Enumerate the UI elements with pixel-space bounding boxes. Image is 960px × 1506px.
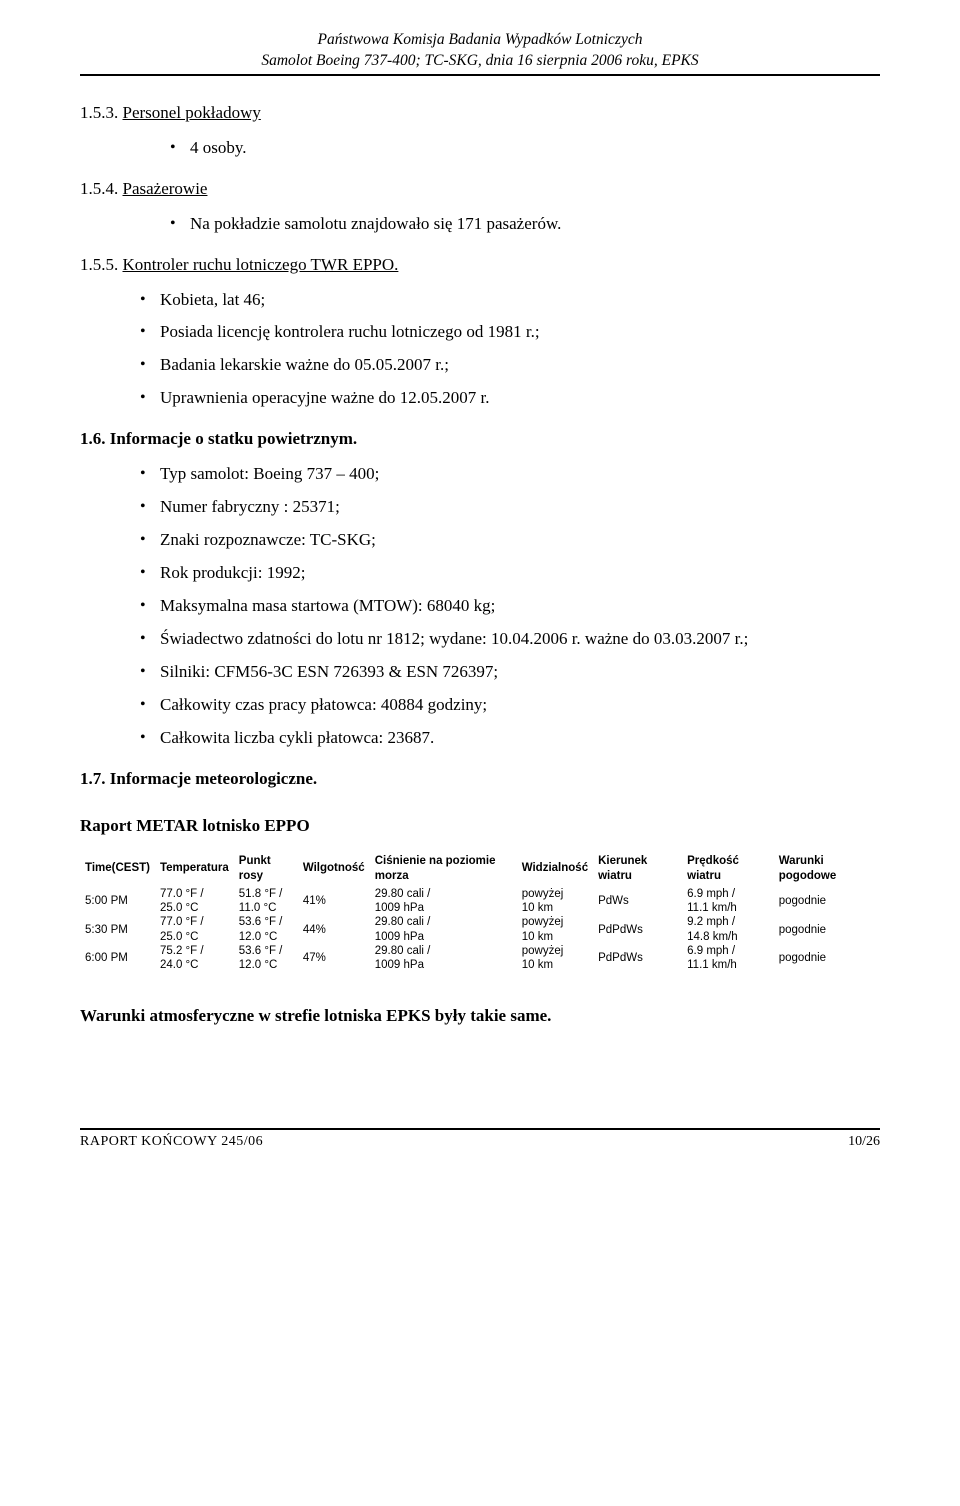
metar-title: Raport METAR lotnisko EPPO (80, 815, 880, 838)
section-153-list: 4 osoby. (170, 137, 880, 160)
table-cell: PdPdWs (593, 915, 682, 944)
header-sub: Samolot Boeing 737-400; TC-SKG, dnia 16 … (80, 51, 880, 72)
page-footer: RAPORT KOŃCOWY 245/06 10/26 (80, 1128, 880, 1152)
table-cell: 29.80 cali /1009 hPa (370, 887, 517, 916)
section-154-title: 1.5.4. Pasażerowie (80, 178, 880, 201)
table-cell: 77.0 °F /25.0 °C (155, 887, 234, 916)
list-item: Rok produkcji: 1992; (140, 562, 880, 585)
col-pres: Ciśnienie na poziomie morza (370, 852, 517, 887)
col-time: Time(CEST) (80, 852, 155, 887)
footer-right: 10/26 (848, 1133, 880, 1152)
table-cell: 5:30 PM (80, 915, 155, 944)
section-155-title: 1.5.5. Kontroler ruchu lotniczego TWR EP… (80, 254, 880, 277)
list-item: Posiada licencję kontrolera ruchu lotnic… (140, 321, 880, 344)
table-cell: 6.9 mph /11.1 km/h (682, 887, 774, 916)
list-item: Silniki: CFM56-3C ESN 726393 & ESN 72639… (140, 661, 880, 684)
section-num: 1.6. (80, 429, 106, 448)
col-dew: Punkt rosy (234, 852, 298, 887)
list-item: Maksymalna masa startowa (MTOW): 68040 k… (140, 595, 880, 618)
list-item: Badania lekarskie ważne do 05.05.2007 r.… (140, 354, 880, 377)
section-num: 1.5.5. (80, 255, 118, 274)
section-154-list: Na pokładzie samolotu znajdowało się 171… (170, 213, 880, 236)
table-row: 5:30 PM77.0 °F /25.0 °C53.6 °F /12.0 °C4… (80, 915, 880, 944)
table-cell: 53.6 °F /12.0 °C (234, 944, 298, 973)
header-org: Państwowa Komisja Badania Wypadków Lotni… (80, 30, 880, 51)
conditions-line: Warunki atmosferyczne w strefie lotniska… (80, 1005, 880, 1028)
col-cond: Warunki pogodowe (774, 852, 880, 887)
list-item: Na pokładzie samolotu znajdowało się 171… (170, 213, 880, 236)
header-rule (80, 74, 880, 76)
section-name: Informacje o statku powietrznym. (110, 429, 357, 448)
section-name: Kontroler ruchu lotniczego TWR EPPO. (123, 255, 399, 274)
list-item: Numer fabryczny : 25371; (140, 496, 880, 519)
table-cell: 9.2 mph /14.8 km/h (682, 915, 774, 944)
table-cell: 41% (298, 887, 370, 916)
section-153-title: 1.5.3. Personel pokładowy (80, 102, 880, 125)
table-cell: pogodnie (774, 887, 880, 916)
table-cell: powyżej10 km (517, 887, 593, 916)
list-item: Świadectwo zdatności do lotu nr 1812; wy… (140, 628, 880, 651)
table-cell: powyżej10 km (517, 915, 593, 944)
list-item: Kobieta, lat 46; (140, 289, 880, 312)
table-cell: 5:00 PM (80, 887, 155, 916)
col-hum: Wilgotność (298, 852, 370, 887)
col-temp: Temperatura (155, 852, 234, 887)
col-spd: Prędkość wiatru (682, 852, 774, 887)
table-cell: 47% (298, 944, 370, 973)
list-item: Całkowita liczba cykli płatowca: 23687. (140, 727, 880, 750)
table-cell: 75.2 °F /24.0 °C (155, 944, 234, 973)
section-16-title: 1.6. Informacje o statku powietrznym. (80, 428, 880, 451)
section-name: Personel pokładowy (123, 103, 261, 122)
table-row: 6:00 PM75.2 °F /24.0 °C53.6 °F /12.0 °C4… (80, 944, 880, 973)
table-cell: pogodnie (774, 944, 880, 973)
section-16-list: Typ samolot: Boeing 737 – 400; Numer fab… (140, 463, 880, 749)
list-item: Całkowity czas pracy płatowca: 40884 god… (140, 694, 880, 717)
table-cell: powyżej10 km (517, 944, 593, 973)
col-vis: Widzialność (517, 852, 593, 887)
list-item: Znaki rozpoznawcze: TC-SKG; (140, 529, 880, 552)
table-header-row: Time(CEST) Temperatura Punkt rosy Wilgot… (80, 852, 880, 887)
list-item: Typ samolot: Boeing 737 – 400; (140, 463, 880, 486)
table-cell: PdPdWs (593, 944, 682, 973)
table-cell: 44% (298, 915, 370, 944)
table-cell: 29.80 cali /1009 hPa (370, 915, 517, 944)
list-item: 4 osoby. (170, 137, 880, 160)
table-row: 5:00 PM77.0 °F /25.0 °C51.8 °F /11.0 °C4… (80, 887, 880, 916)
footer-left: RAPORT KOŃCOWY 245/06 (80, 1133, 263, 1152)
table-cell: 6:00 PM (80, 944, 155, 973)
table-cell: pogodnie (774, 915, 880, 944)
table-cell: 51.8 °F /11.0 °C (234, 887, 298, 916)
table-cell: 6.9 mph /11.1 km/h (682, 944, 774, 973)
section-name: Informacje meteorologiczne. (110, 769, 317, 788)
list-item: Uprawnienia operacyjne ważne do 12.05.20… (140, 387, 880, 410)
col-dir: Kierunek wiatru (593, 852, 682, 887)
metar-table: Time(CEST) Temperatura Punkt rosy Wilgot… (80, 852, 880, 973)
section-num: 1.5.3. (80, 103, 118, 122)
table-cell: 53.6 °F /12.0 °C (234, 915, 298, 944)
section-name: Pasażerowie (123, 179, 208, 198)
section-17-title: 1.7. Informacje meteorologiczne. (80, 768, 880, 791)
section-num: 1.7. (80, 769, 106, 788)
section-num: 1.5.4. (80, 179, 118, 198)
table-cell: 29.80 cali /1009 hPa (370, 944, 517, 973)
section-155-list: Kobieta, lat 46; Posiada licencję kontro… (140, 289, 880, 411)
table-cell: PdWs (593, 887, 682, 916)
table-cell: 77.0 °F /25.0 °C (155, 915, 234, 944)
